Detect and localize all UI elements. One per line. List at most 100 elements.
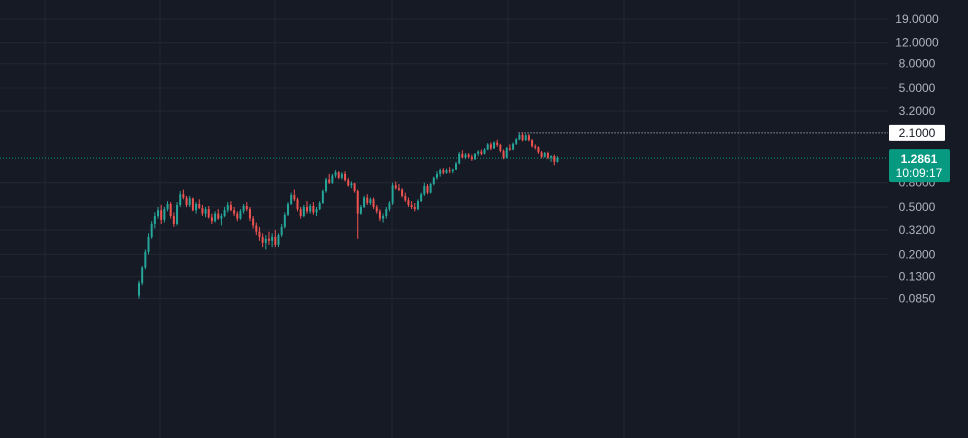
candle-body <box>252 218 255 226</box>
price-tick-label: 0.2000 <box>899 247 936 261</box>
candle <box>176 202 179 226</box>
candle-body <box>369 199 372 204</box>
candle <box>518 133 521 141</box>
candle-body <box>347 180 350 186</box>
candle <box>223 206 226 218</box>
candle-body <box>144 251 147 268</box>
candle <box>483 148 486 155</box>
candle <box>160 204 163 224</box>
candle <box>258 226 261 241</box>
candle <box>296 197 299 212</box>
candle <box>391 182 394 205</box>
candle-body <box>385 209 388 217</box>
high-price-label: 2.1000 <box>899 126 936 140</box>
price-tick-label: 0.5000 <box>899 200 936 214</box>
candle <box>455 161 457 171</box>
candle <box>150 221 153 239</box>
high-price-tag-bg <box>889 124 945 141</box>
candle-body <box>413 206 416 210</box>
candle <box>445 168 448 174</box>
candle-body <box>461 153 464 158</box>
candle-body <box>331 175 334 183</box>
candle-body <box>198 203 201 209</box>
candle-body <box>366 197 369 204</box>
candle <box>505 146 508 159</box>
candle <box>378 209 381 222</box>
candle <box>366 194 369 205</box>
candle-body <box>480 151 483 154</box>
candle-body <box>306 206 309 212</box>
candle-body <box>518 134 521 140</box>
candle-body <box>543 153 546 157</box>
candle-body <box>207 209 210 218</box>
price-tick-label: 0.0850 <box>899 292 936 306</box>
candle <box>432 176 435 186</box>
candle <box>318 201 321 211</box>
candle <box>502 149 505 160</box>
candle-body <box>372 199 375 207</box>
candle-body <box>312 205 315 213</box>
candle <box>369 197 372 205</box>
candle-body <box>138 282 140 296</box>
candle-body <box>277 235 280 245</box>
countdown-label: 10:09:17 <box>896 166 943 180</box>
candle-body <box>236 213 239 219</box>
price-tick-label: 19.0000 <box>895 12 939 26</box>
candle-body <box>201 208 204 214</box>
candle <box>397 184 400 192</box>
candle <box>527 134 530 142</box>
candle-body <box>233 210 236 214</box>
candle <box>188 195 191 207</box>
candle <box>477 150 480 157</box>
last-price-label: 1.2861 <box>901 152 938 166</box>
candle-body <box>474 153 477 160</box>
candle-body <box>172 216 175 224</box>
candle-body <box>508 148 511 150</box>
candle-body <box>182 194 185 198</box>
candle <box>204 206 207 218</box>
candle-body <box>416 201 419 210</box>
candle-body <box>153 216 156 224</box>
price-tick-label: 8.0000 <box>899 57 936 71</box>
candle-body <box>248 209 251 219</box>
candle-body <box>483 149 486 154</box>
price-tick-label: 3.2000 <box>899 104 936 118</box>
candle-body <box>455 163 457 170</box>
candle <box>185 195 188 207</box>
candle <box>302 204 305 218</box>
candle <box>394 181 397 190</box>
candle <box>233 206 236 217</box>
candle <box>464 153 467 160</box>
candle <box>467 153 470 159</box>
candle <box>299 206 302 219</box>
candle-body <box>502 150 505 158</box>
candle-body <box>220 216 223 219</box>
candle <box>325 177 328 193</box>
candle-body <box>141 267 144 283</box>
candle <box>169 202 172 219</box>
candle-body <box>350 183 353 186</box>
candle-body <box>274 236 277 245</box>
candle-body <box>470 156 473 160</box>
candle <box>407 197 410 207</box>
candle <box>512 142 515 151</box>
candle-body <box>226 204 229 211</box>
candle-body <box>420 194 423 202</box>
candle-body <box>195 203 198 211</box>
candle-body <box>340 173 343 178</box>
candle <box>226 202 229 213</box>
candle <box>556 156 559 163</box>
candle <box>553 154 556 166</box>
candle <box>546 151 549 160</box>
candle <box>423 182 426 196</box>
candle-body <box>426 186 429 193</box>
candle <box>306 201 309 214</box>
candle-body <box>394 185 397 189</box>
candle-body <box>160 210 163 220</box>
candle-body <box>531 140 534 147</box>
candle <box>521 132 524 142</box>
candle-body <box>540 152 543 157</box>
candle <box>198 199 201 210</box>
candle <box>448 167 451 174</box>
